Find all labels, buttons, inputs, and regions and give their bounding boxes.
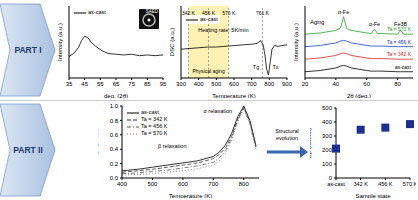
svg-text:Ta = 342 K: Ta = 342 K (387, 51, 410, 57)
svg-text:85: 85 (144, 81, 151, 87)
svg-text:35: 35 (66, 81, 73, 87)
svg-text:342 K: 342 K (181, 9, 195, 16)
svg-text:600: 600 (229, 81, 240, 87)
html-text:as-cast: as-cast (200, 16, 218, 22)
svg-text:500: 500 (322, 105, 333, 111)
svg-text:0.6: 0.6 (110, 132, 119, 138)
svg-text:0: 0 (329, 175, 333, 181)
svg-text:0.2: 0.2 (110, 161, 119, 167)
svg-text:570 K: 570 K (403, 181, 410, 187)
svg-text:α relaxation: α relaxation (204, 108, 233, 114)
svg-text:400: 400 (117, 181, 128, 187)
svg-text:0.8: 0.8 (110, 118, 119, 124)
svg-text:570 K: 570 K (222, 10, 236, 16)
svg-text:2θ (deg.): 2θ (deg.) (347, 93, 371, 98)
html-text:Ta = 342 K: Ta = 342 K (141, 116, 168, 122)
svg-text:95: 95 (160, 81, 167, 87)
svg-text:100: 100 (322, 161, 333, 167)
svg-text:DSC (a.u.): DSC (a.u.) (170, 28, 175, 56)
svg-text:456 K: 456 K (378, 181, 393, 187)
html-text:SAED: SAED (145, 9, 158, 14)
svg-text:456 K: 456 K (202, 9, 216, 16)
html-text:Ta = 456 K: Ta = 456 K (141, 123, 168, 129)
svg-text:Temperature (K): Temperature (K) (169, 193, 212, 198)
svg-text:Intensity (a.u.): Intensity (a.u.) (294, 23, 299, 61)
svg-text:Sample state: Sample state (355, 193, 391, 198)
svg-text:800: 800 (239, 181, 250, 187)
svg-text:0.0: 0.0 (110, 175, 119, 181)
svg-text:75: 75 (128, 81, 135, 87)
svg-text:700: 700 (247, 81, 258, 87)
svg-text:500: 500 (211, 81, 222, 87)
svg-text:Intensity (a.u.): Intensity (a.u.) (58, 23, 63, 61)
svg-text:300: 300 (176, 81, 187, 87)
svg-text:Temperature (K): Temperature (K) (212, 93, 255, 98)
svg-text:500: 500 (147, 181, 158, 187)
svg-text:45: 45 (81, 81, 88, 87)
svg-text:65: 65 (113, 81, 120, 87)
svg-text:as-cast: as-cast (327, 181, 345, 187)
svg-text:0.4: 0.4 (110, 146, 119, 152)
svg-text:Aging: Aging (310, 19, 324, 25)
svg-text:200: 200 (322, 147, 333, 153)
svg-text:1.0: 1.0 (110, 103, 119, 109)
svg-text:E''/E''max: E''/E''max (98, 129, 99, 155)
svg-text:80: 80 (394, 81, 401, 87)
svg-text:20: 20 (302, 81, 309, 87)
svg-text:55: 55 (97, 81, 104, 87)
svg-text:40: 40 (333, 81, 340, 87)
svg-text:Tg: Tg (253, 64, 259, 70)
svg-text:Tx: Tx (272, 64, 278, 70)
svg-text:α-Fe: α-Fe (338, 9, 349, 15)
svg-text:Ta = 456 K: Ta = 456 K (387, 39, 410, 45)
svg-text:761 K: 761 K (256, 10, 270, 16)
svg-text:800: 800 (264, 81, 275, 87)
svg-text:400: 400 (194, 81, 205, 87)
svg-text:Fe3B: Fe3B (394, 21, 407, 27)
svg-text:700: 700 (208, 181, 219, 187)
svg-text:deg. (2θ): deg. (2θ) (104, 93, 128, 98)
svg-text:342 K: 342 K (353, 181, 368, 187)
svg-text:900: 900 (282, 81, 292, 87)
svg-text:Heating rate: 5K/min: Heating rate: 5K/min (198, 27, 248, 33)
svg-text:Eβ (kJ/mol): Eβ (kJ/mol) (310, 128, 312, 158)
svg-text:PART II: PART II (13, 145, 43, 155)
svg-text:300: 300 (322, 133, 333, 139)
html-text:Ta = 570 K: Ta = 570 K (141, 130, 168, 136)
svg-text:α-Fe: α-Fe (369, 21, 380, 27)
svg-text:as-cast: as-cast (395, 64, 410, 70)
html-text:Structural evolution: Structural evolution (275, 128, 299, 141)
svg-text:Physical aging: Physical aging (192, 68, 224, 74)
html-text:as-cast: as-cast (141, 109, 159, 115)
svg-text:400: 400 (322, 119, 333, 125)
svg-text:PART I: PART I (14, 45, 41, 55)
svg-text:600: 600 (178, 181, 189, 187)
svg-text:60: 60 (363, 81, 370, 87)
svg-text:β relaxation: β relaxation (158, 143, 187, 149)
html-text:as-cast: as-cast (88, 9, 106, 15)
